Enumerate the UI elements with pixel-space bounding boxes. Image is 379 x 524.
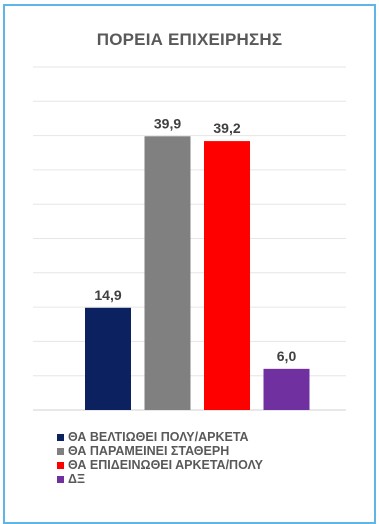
legend-item: ΘΑ ΕΠΙΔΕΙΝΩΘΕΙ ΑΡΚΕΤΑ/ΠΟΛΥ xyxy=(57,458,263,472)
legend-swatch-3 xyxy=(57,475,64,483)
legend-label: ΘΑ ΒΕΛΤΙΩΘΕΙ ΠΟΛΥ/ΑΡΚΕΤΑ xyxy=(68,430,249,444)
bar xyxy=(204,141,250,410)
data-labels: 14,9 39,9 39,2 6,0 xyxy=(94,115,296,364)
chart-title: ΠΟΡΕΙΑ ΕΠΙΧΕΙΡΗΣΗΣ xyxy=(96,30,283,49)
bar-chart: 14,9 39,9 39,2 6,0 xyxy=(33,66,346,411)
data-label: 14,9 xyxy=(94,287,121,303)
legend-item: ΘΑ ΠΑΡΑΜΕΙΝΕΙ ΣΤΑΘΕΡΗ xyxy=(57,444,263,458)
data-label: 39,2 xyxy=(213,120,240,136)
bar xyxy=(85,307,131,410)
legend-swatch-2 xyxy=(57,461,64,469)
legend-label: ΘΑ ΕΠΙΔΕΙΝΩΘΕΙ ΑΡΚΕΤΑ/ΠΟΛΥ xyxy=(68,458,264,472)
legend-label: ΘΑ ΠΑΡΑΜΕΙΝΕΙ ΣΤΑΘΕΡΗ xyxy=(68,444,230,458)
bar xyxy=(263,368,310,410)
bar xyxy=(144,136,191,410)
legend-label: ΔΞ xyxy=(68,472,86,486)
legend-item: ΔΞ xyxy=(57,472,263,486)
data-label: 6,0 xyxy=(277,348,297,364)
legend-swatch-1 xyxy=(57,447,64,455)
bars xyxy=(85,136,310,410)
data-label: 39,9 xyxy=(154,115,181,131)
legend-swatch-0 xyxy=(57,433,64,441)
legend: ΘΑ ΒΕΛΤΙΩΘΕΙ ΠΟΛΥ/ΑΡΚΕΤΑ ΘΑ ΠΑΡΑΜΕΙΝΕΙ Σ… xyxy=(57,430,263,486)
legend-item: ΘΑ ΒΕΛΤΙΩΘΕΙ ΠΟΛΥ/ΑΡΚΕΤΑ xyxy=(57,430,263,444)
